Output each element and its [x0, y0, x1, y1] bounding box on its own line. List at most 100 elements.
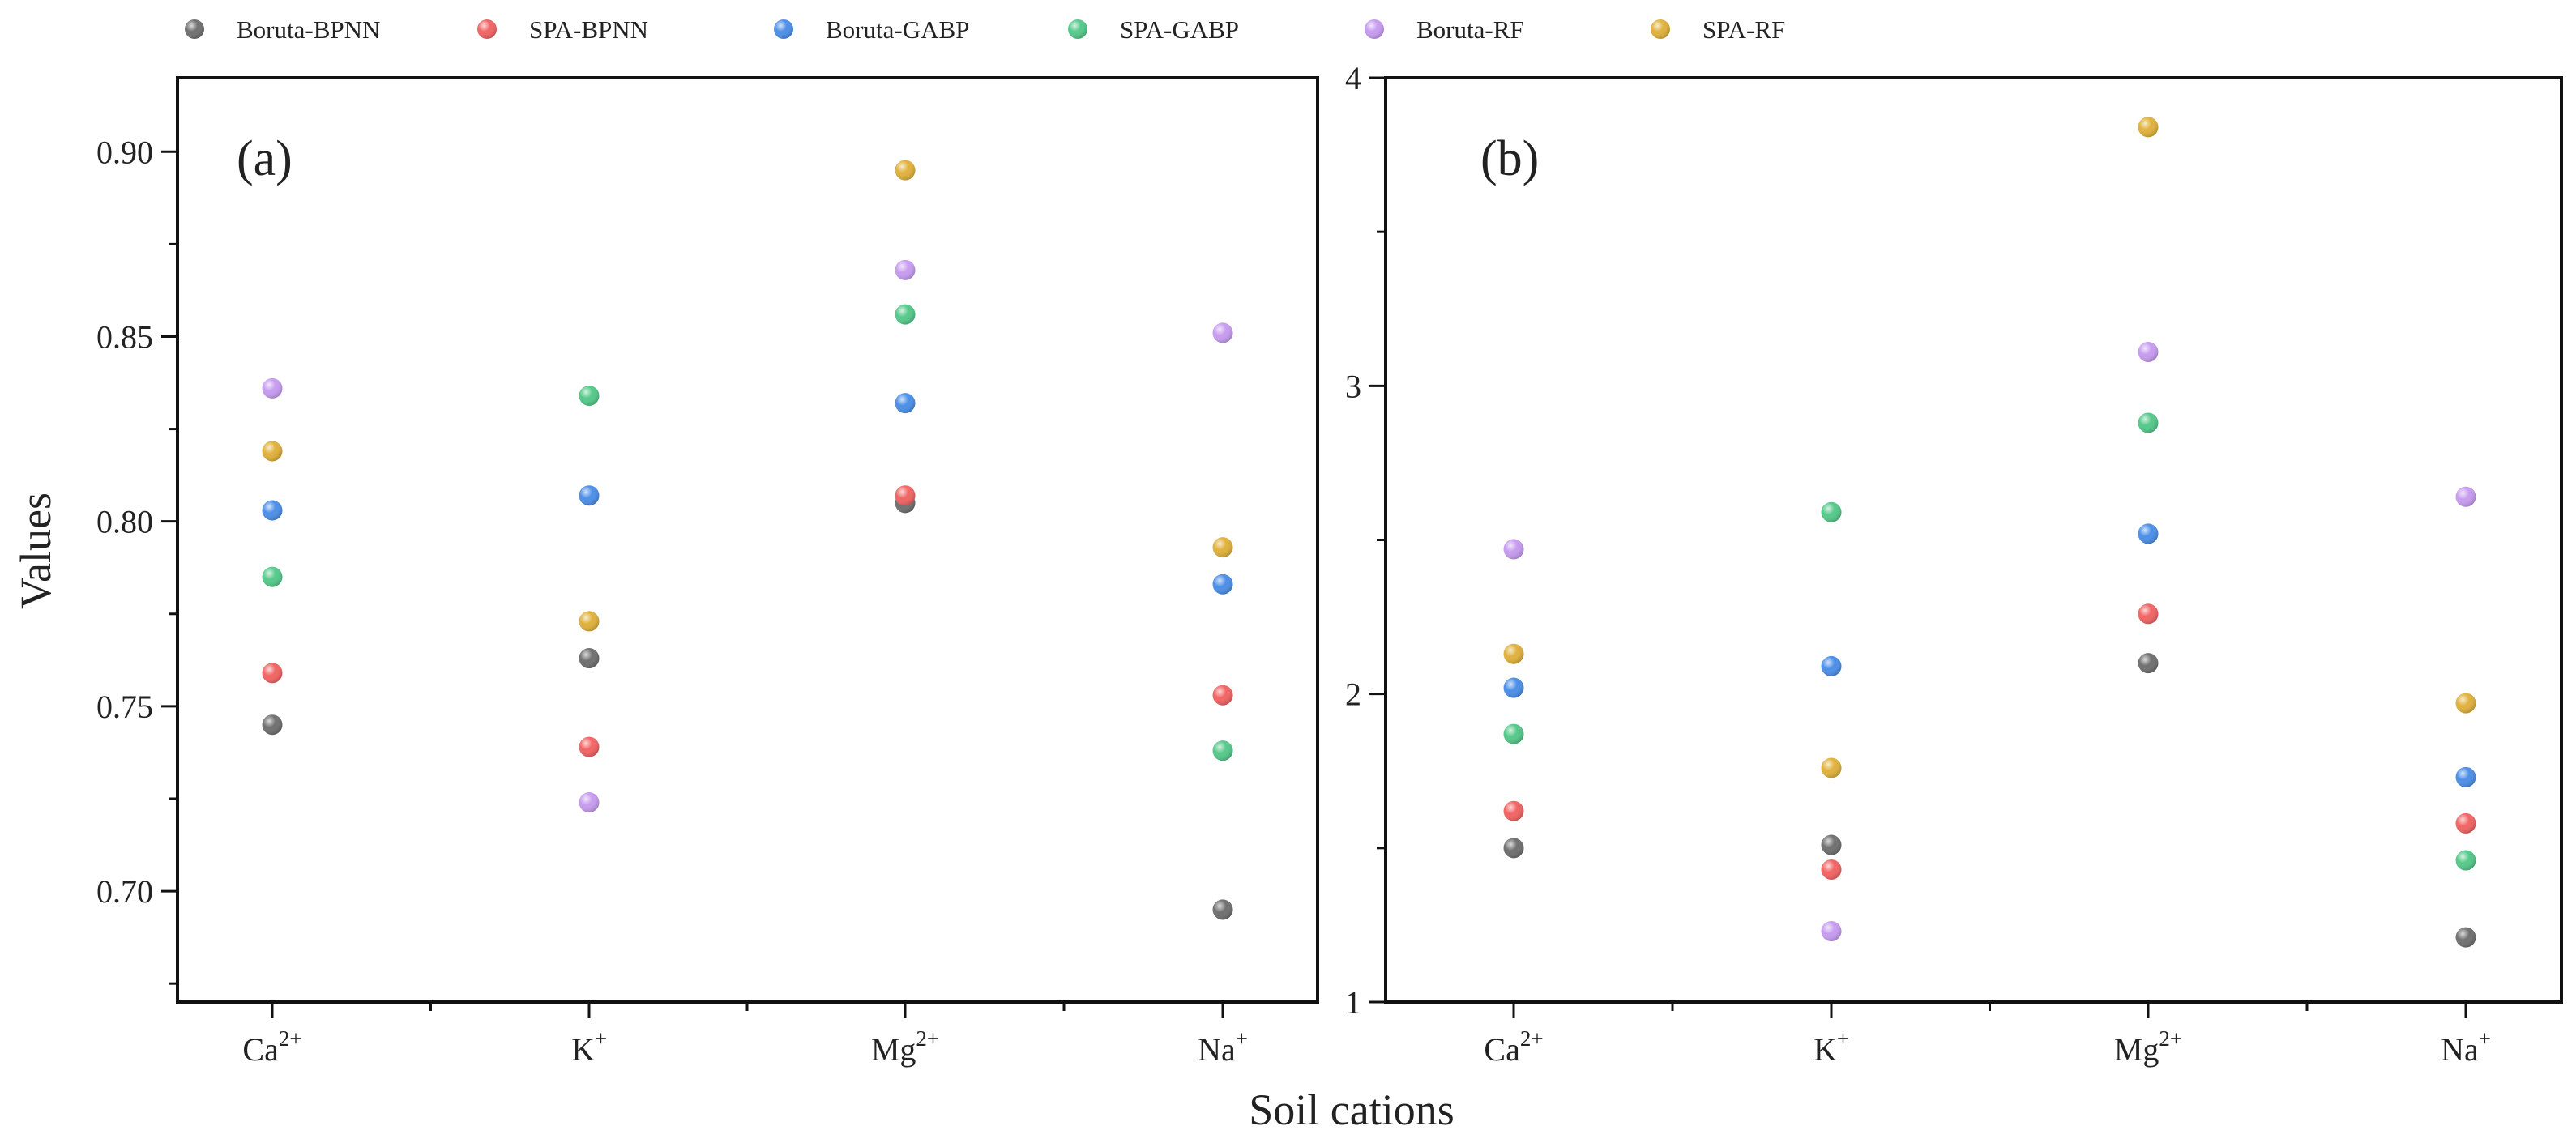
- legend-marker-shine: [185, 19, 204, 39]
- point-shine: [579, 648, 600, 669]
- x-tick-label-sup: +: [2479, 1026, 2491, 1051]
- point-shine: [579, 736, 600, 757]
- point-shine: [2138, 653, 2159, 674]
- point-shine: [1212, 685, 1233, 706]
- plot-frame: [176, 76, 1319, 1004]
- legend-label: SPA-RF: [1702, 15, 1785, 44]
- legend-label: SPA-GABP: [1120, 15, 1239, 44]
- y-tick-label: 0.70: [96, 873, 153, 910]
- x-tick-label-sup: +: [1236, 1026, 1248, 1051]
- y-axis-title: Values: [11, 493, 60, 609]
- legend-item-spa-gabp: SPA-GABP: [1068, 15, 1239, 44]
- x-tick-label-sup: 2+: [279, 1026, 302, 1051]
- y-tick-label: 2: [1345, 676, 1361, 713]
- x-tick-label: Mg2+: [2114, 1026, 2182, 1068]
- x-tick-label-base: K: [571, 1031, 595, 1068]
- legend-marker-shine: [1365, 19, 1384, 39]
- x-tick-label-sup: 2+: [2159, 1026, 2182, 1051]
- legend-item-boruta-gabp: Boruta-GABP: [774, 15, 969, 44]
- point-shine: [1821, 655, 1842, 676]
- point-shine: [579, 792, 600, 813]
- x-axis-title: Soil cations: [1249, 1085, 1455, 1134]
- legend-item-boruta-bpnn: Boruta-BPNN: [185, 15, 380, 44]
- point-shine: [1212, 537, 1233, 558]
- x-tick-label-sup: 2+: [916, 1026, 939, 1051]
- point-shine: [2455, 850, 2476, 871]
- legend: Boruta-BPNN SPA-BPNN Boruta-GABP SPA-GABP Bo…: [185, 15, 1785, 44]
- legend-marker-shine: [1651, 19, 1670, 39]
- y-tick-label: 3: [1345, 368, 1361, 404]
- point-shine: [2455, 693, 2476, 714]
- legend-item-spa-bpnn: SPA-BPNN: [477, 15, 648, 44]
- x-tick-label-base: Na: [1198, 1031, 1236, 1068]
- point-shine: [1821, 757, 1842, 778]
- x-tick-label-base: K: [1813, 1031, 1837, 1068]
- plot-frame: [1384, 76, 2563, 1004]
- point-shine: [895, 393, 916, 414]
- x-tick-label: Ca2+: [1484, 1026, 1543, 1068]
- point-shine: [579, 611, 600, 632]
- point-shine: [895, 259, 916, 280]
- point-shine: [1212, 322, 1233, 343]
- point-shine: [1212, 899, 1233, 920]
- point-shine: [262, 500, 283, 521]
- point-shine: [1212, 740, 1233, 761]
- point-shine: [2455, 486, 2476, 507]
- y-tick-label: 0.85: [96, 318, 153, 355]
- point-shine: [1503, 800, 1524, 821]
- legend-label: Boruta-BPNN: [237, 15, 380, 44]
- point-shine: [2138, 412, 2159, 433]
- point-shine: [1503, 539, 1524, 560]
- y-tick-label: 4: [1345, 60, 1361, 96]
- x-tick-label-base: Ca: [242, 1031, 279, 1068]
- point-shine: [579, 386, 600, 407]
- x-tick-label: K+: [1813, 1026, 1849, 1068]
- x-tick-label-sup: 2+: [1520, 1026, 1544, 1051]
- panel-label: (b): [1480, 131, 1539, 186]
- point-shine: [262, 441, 283, 462]
- legend-label: Boruta-RF: [1416, 15, 1524, 44]
- x-tick-label-base: Na: [2441, 1031, 2479, 1068]
- x-tick-label-sup: +: [595, 1026, 607, 1051]
- legend-item-boruta-rf: Boruta-RF: [1365, 15, 1524, 44]
- point-shine: [1503, 723, 1524, 744]
- x-tick-label: Na+: [1198, 1026, 1248, 1068]
- point-shine: [2138, 341, 2159, 362]
- point-shine: [895, 485, 916, 506]
- x-tick-label: K+: [571, 1026, 607, 1068]
- legend-item-spa-rf: SPA-RF: [1651, 15, 1785, 44]
- point-shine: [262, 377, 283, 399]
- point-shine: [579, 485, 600, 506]
- point-shine: [2455, 812, 2476, 834]
- point-shine: [2455, 766, 2476, 787]
- point-shine: [1503, 677, 1524, 698]
- point-shine: [1821, 501, 1842, 522]
- legend-marker-shine: [1068, 19, 1087, 39]
- legend-marker-shine: [774, 19, 793, 39]
- point-shine: [1821, 921, 1842, 942]
- y-tick-label: 0.80: [96, 504, 153, 540]
- point-shine: [262, 566, 283, 587]
- x-tick-label: Mg2+: [871, 1026, 939, 1068]
- point-shine: [2138, 523, 2159, 544]
- legend-marker-shine: [477, 19, 497, 39]
- point-shine: [2138, 603, 2159, 625]
- point-shine: [2455, 927, 2476, 948]
- x-tick-label-base: Mg: [871, 1031, 916, 1068]
- x-tick-label: Na+: [2441, 1026, 2491, 1068]
- x-tick-label-sup: +: [1837, 1026, 1849, 1051]
- point-shine: [1821, 859, 1842, 880]
- point-shine: [262, 663, 283, 684]
- point-shine: [2138, 117, 2159, 138]
- legend-label: SPA-BPNN: [529, 15, 648, 44]
- x-tick-label: Ca2+: [242, 1026, 301, 1068]
- point-shine: [895, 160, 916, 181]
- y-tick-label: 0.90: [96, 134, 153, 170]
- panel-label: (a): [237, 131, 293, 186]
- y-tick-label: 0.75: [96, 689, 153, 725]
- point-shine: [1503, 838, 1524, 859]
- x-tick-label-base: Ca: [1484, 1031, 1520, 1068]
- legend-label: Boruta-GABP: [826, 15, 969, 44]
